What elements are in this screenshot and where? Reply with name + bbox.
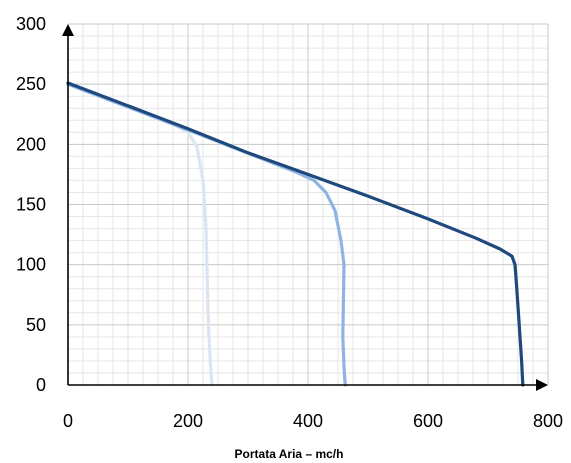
x-tick-label: 400 bbox=[293, 411, 323, 431]
x-tick-label: 0 bbox=[63, 411, 73, 431]
axes bbox=[62, 24, 548, 391]
y-tick-labels: 0 50 100 150 200 250 300 bbox=[16, 14, 46, 395]
y-tick-label: 50 bbox=[26, 315, 46, 335]
x-axis-title: Portata Aria – mc/h bbox=[235, 447, 344, 461]
grid bbox=[68, 23, 549, 385]
x-tick-labels: 0 200 400 600 800 bbox=[63, 411, 563, 431]
y-tick-label: 100 bbox=[16, 255, 46, 275]
series-group bbox=[66, 81, 525, 387]
x-tick-label: 200 bbox=[173, 411, 203, 431]
x-axis-arrow-icon bbox=[536, 379, 548, 391]
y-tick-label: 250 bbox=[16, 74, 46, 94]
x-tick-label: 600 bbox=[413, 411, 443, 431]
x-tick-label: 800 bbox=[533, 411, 563, 431]
y-axis-arrow-icon bbox=[62, 24, 74, 36]
y-tick-label: 200 bbox=[16, 134, 46, 154]
y-tick-label: 150 bbox=[16, 195, 46, 215]
y-tick-label: 0 bbox=[36, 375, 46, 395]
y-tick-label: 300 bbox=[16, 14, 46, 34]
series-line-3 bbox=[66, 81, 525, 387]
